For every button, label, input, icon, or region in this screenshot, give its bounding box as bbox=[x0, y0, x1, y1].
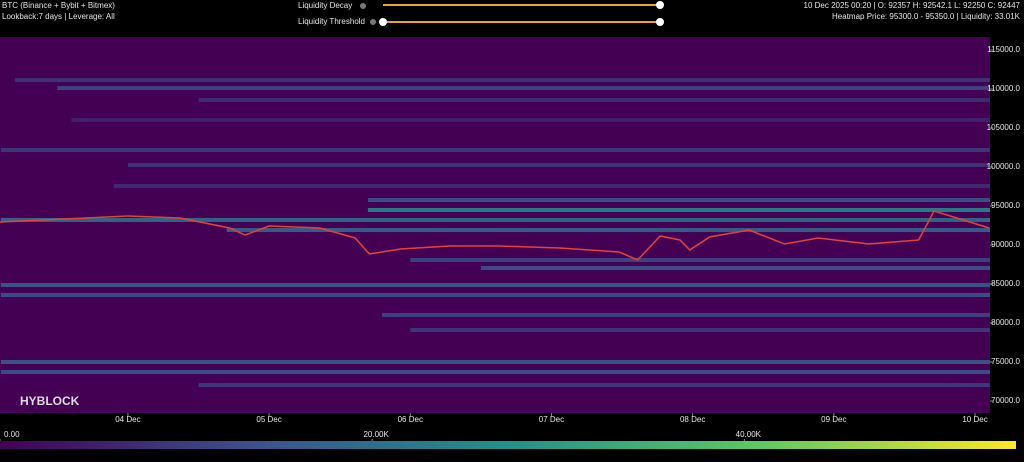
slider-knob[interactable] bbox=[379, 18, 387, 26]
y-tick-label: 85000.0 bbox=[991, 279, 1020, 288]
liquidity-band bbox=[199, 383, 990, 387]
liquidity-band bbox=[57, 86, 990, 90]
liquidity-band bbox=[368, 198, 990, 202]
x-tick-label: 05 Dec bbox=[256, 415, 281, 424]
y-tick-label: 110000.0 bbox=[987, 84, 1020, 93]
liquidity-band bbox=[227, 228, 990, 232]
liquidity-band bbox=[382, 313, 990, 317]
liquidity-band bbox=[1, 370, 990, 374]
x-tick-label: 08 Dec bbox=[680, 415, 705, 424]
x-tick-label: 10 Dec bbox=[962, 415, 987, 424]
y-tick-label: 75000.0 bbox=[991, 357, 1020, 366]
colorbar-label: 40.00K bbox=[736, 430, 762, 439]
y-tick-label: 70000.0 bbox=[991, 396, 1020, 405]
slider-label: Liquidity Decay bbox=[298, 1, 352, 10]
liquidity-band bbox=[1, 148, 990, 152]
liquidity-band bbox=[410, 258, 990, 262]
liquidity-band bbox=[1, 293, 990, 297]
watermark: HYBLOCK bbox=[20, 394, 80, 408]
liquidity-band bbox=[15, 78, 990, 82]
heatmap-base bbox=[0, 37, 990, 413]
y-tick-label: 105000.0 bbox=[987, 123, 1021, 132]
x-tick-label: 06 Dec bbox=[398, 415, 423, 424]
heatmap-info: Heatmap Price: 95300.0 - 95350.0 | Liqui… bbox=[832, 12, 1021, 21]
colorbar-label: 0.00 bbox=[4, 430, 20, 439]
help-icon[interactable] bbox=[370, 19, 376, 25]
y-tick-label: 115000.0 bbox=[987, 45, 1020, 54]
liquidity-band bbox=[128, 163, 990, 167]
liquidity-band bbox=[114, 184, 990, 188]
liquidity-band bbox=[71, 118, 990, 122]
help-icon[interactable] bbox=[360, 3, 366, 9]
liquidity-band bbox=[199, 98, 990, 102]
liquidity-band bbox=[1, 360, 990, 364]
y-tick-label: 80000.0 bbox=[991, 318, 1020, 327]
colorbar bbox=[0, 441, 1016, 449]
colorbar-label: 20.00K bbox=[363, 430, 389, 439]
slider-knob[interactable] bbox=[656, 1, 664, 9]
liquidity-band bbox=[410, 328, 990, 332]
ohlc-info: 10 Dec 2025 00:20 | O: 92357 H: 92542.1 … bbox=[804, 1, 1021, 10]
title: BTC (Binance + Bybit + Bitmex) bbox=[2, 1, 115, 10]
liquidity-band bbox=[481, 266, 990, 270]
liquidity-band bbox=[368, 208, 990, 212]
y-tick-label: 90000.0 bbox=[991, 240, 1020, 249]
x-tick-label: 07 Dec bbox=[539, 415, 564, 424]
subtitle: Lookback:7 days | Leverage: All bbox=[2, 12, 115, 21]
slider-label: Liquidity Threshold bbox=[298, 17, 365, 26]
x-tick-label: 04 Dec bbox=[115, 415, 140, 424]
liquidity-band bbox=[1, 283, 990, 287]
y-tick-label: 100000.0 bbox=[987, 162, 1021, 171]
x-tick-label: 09 Dec bbox=[821, 415, 846, 424]
liquidity-band bbox=[1, 218, 990, 222]
slider-knob[interactable] bbox=[656, 18, 664, 26]
y-tick-label: 95000.0 bbox=[991, 201, 1020, 210]
